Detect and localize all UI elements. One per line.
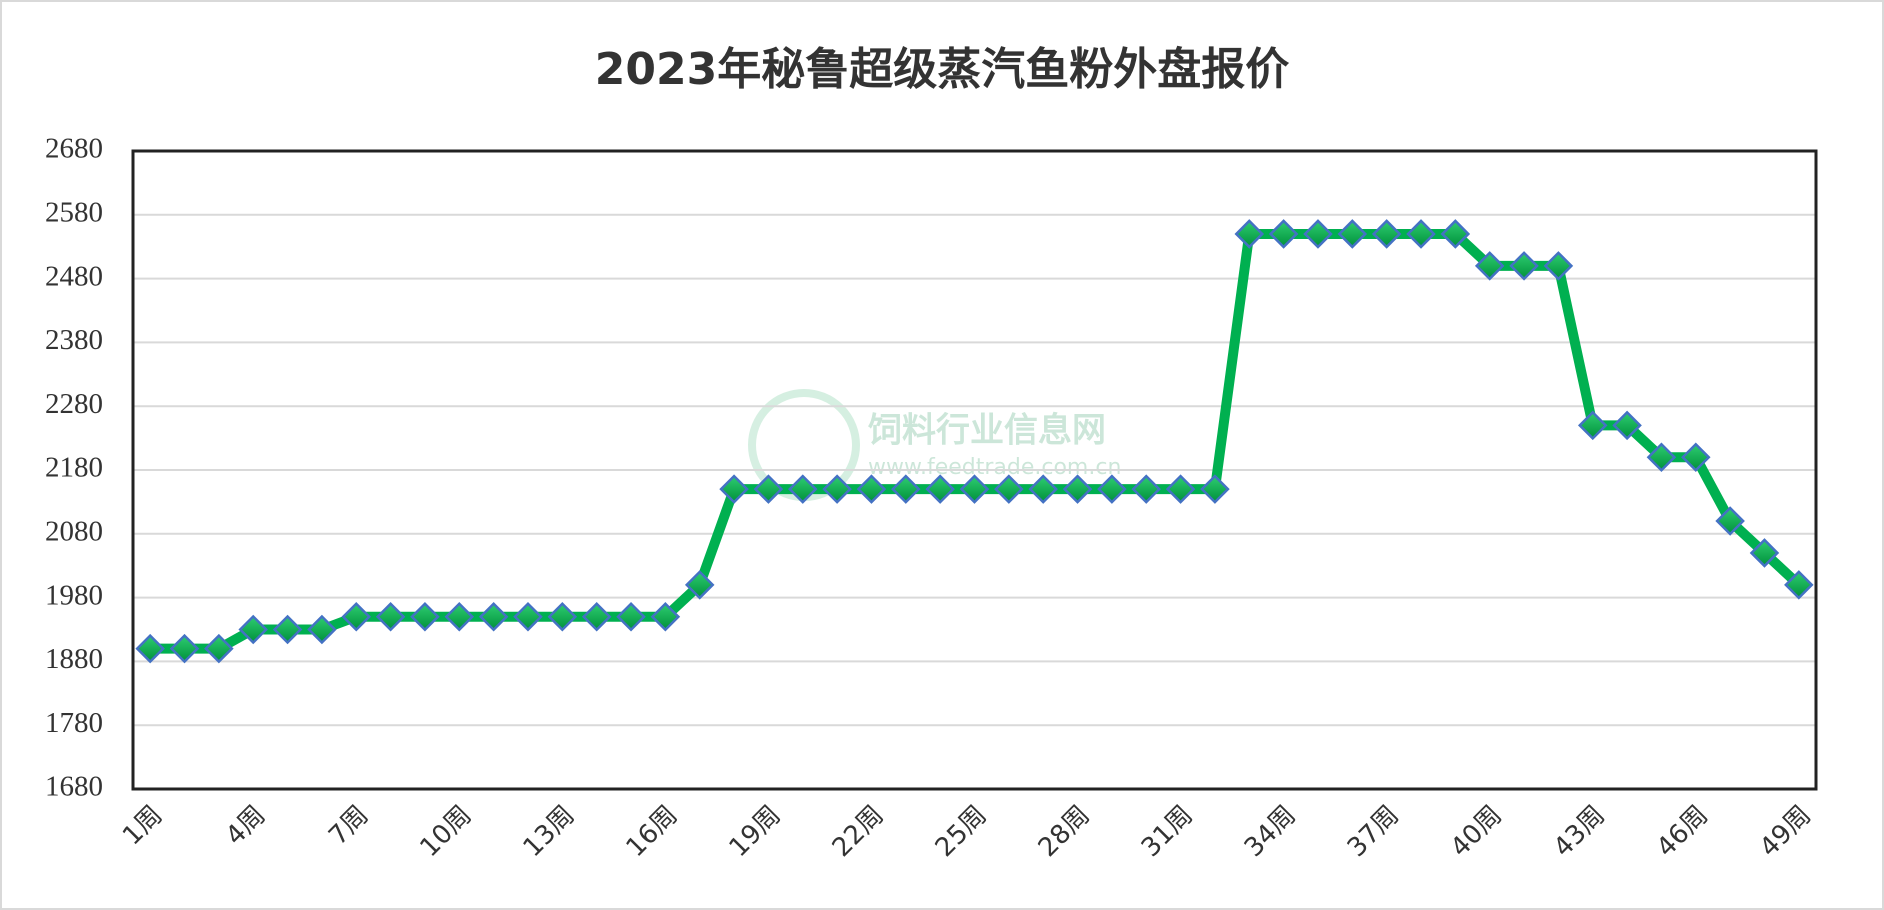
watermark-url: www.feedtrade.com.cn [868, 455, 1121, 480]
marker [478, 601, 509, 632]
y-tick-label: 2280 [45, 388, 103, 420]
marker [307, 614, 337, 645]
marker [375, 601, 406, 632]
marker [891, 474, 921, 504]
marker [959, 474, 990, 504]
marker [341, 601, 372, 632]
y-tick-label: 1780 [45, 707, 103, 739]
marker [1784, 570, 1814, 600]
marker [204, 633, 234, 664]
marker [1612, 410, 1642, 441]
marker [169, 633, 200, 664]
marker [1681, 442, 1711, 473]
marker [1509, 251, 1539, 281]
marker [1577, 410, 1608, 441]
marker [650, 601, 681, 632]
marker [1406, 219, 1436, 249]
marker [684, 570, 715, 600]
marker [1749, 538, 1780, 568]
marker [1165, 474, 1196, 504]
marker [994, 474, 1024, 504]
marker [410, 601, 440, 632]
marker [1440, 219, 1471, 249]
marker [1303, 219, 1333, 249]
marker [787, 474, 818, 504]
y-tick-label: 2180 [45, 452, 103, 484]
marker [581, 601, 612, 632]
y-tick-label: 2580 [45, 196, 103, 228]
marker [1371, 219, 1402, 249]
marker [444, 601, 475, 632]
marker [513, 601, 543, 632]
marker [1715, 506, 1745, 536]
marker [238, 614, 268, 645]
y-tick-label: 2380 [45, 324, 103, 356]
marker [1131, 474, 1161, 504]
y-tick-label: 2480 [45, 260, 103, 292]
watermark-text: 饲料行业信息网 [868, 411, 1106, 451]
marker [1234, 219, 1265, 249]
y-tick-label: 2680 [45, 133, 103, 165]
plot-border [131, 149, 1818, 791]
marker [1268, 219, 1299, 249]
marker [1337, 219, 1368, 249]
marker [1062, 474, 1093, 504]
marker [272, 614, 303, 645]
y-tick-label: 1980 [45, 579, 103, 611]
marker [547, 601, 578, 632]
marker [1543, 251, 1574, 281]
marker [135, 633, 165, 664]
marker [753, 474, 784, 504]
marker [1097, 474, 1127, 504]
marker [616, 601, 646, 632]
marker [822, 474, 852, 504]
marker [1474, 251, 1505, 281]
y-tick-label: 1880 [45, 643, 103, 675]
marker [856, 474, 887, 504]
marker [1028, 474, 1058, 504]
chart-title: 2023年秘鲁超级蒸汽鱼粉外盘报价 [595, 44, 1289, 95]
marker [925, 474, 955, 504]
marker [719, 474, 749, 504]
marker [1646, 442, 1677, 473]
y-tick-label: 2080 [45, 515, 103, 547]
marker [1200, 474, 1230, 504]
y-tick-label: 1680 [45, 771, 103, 803]
